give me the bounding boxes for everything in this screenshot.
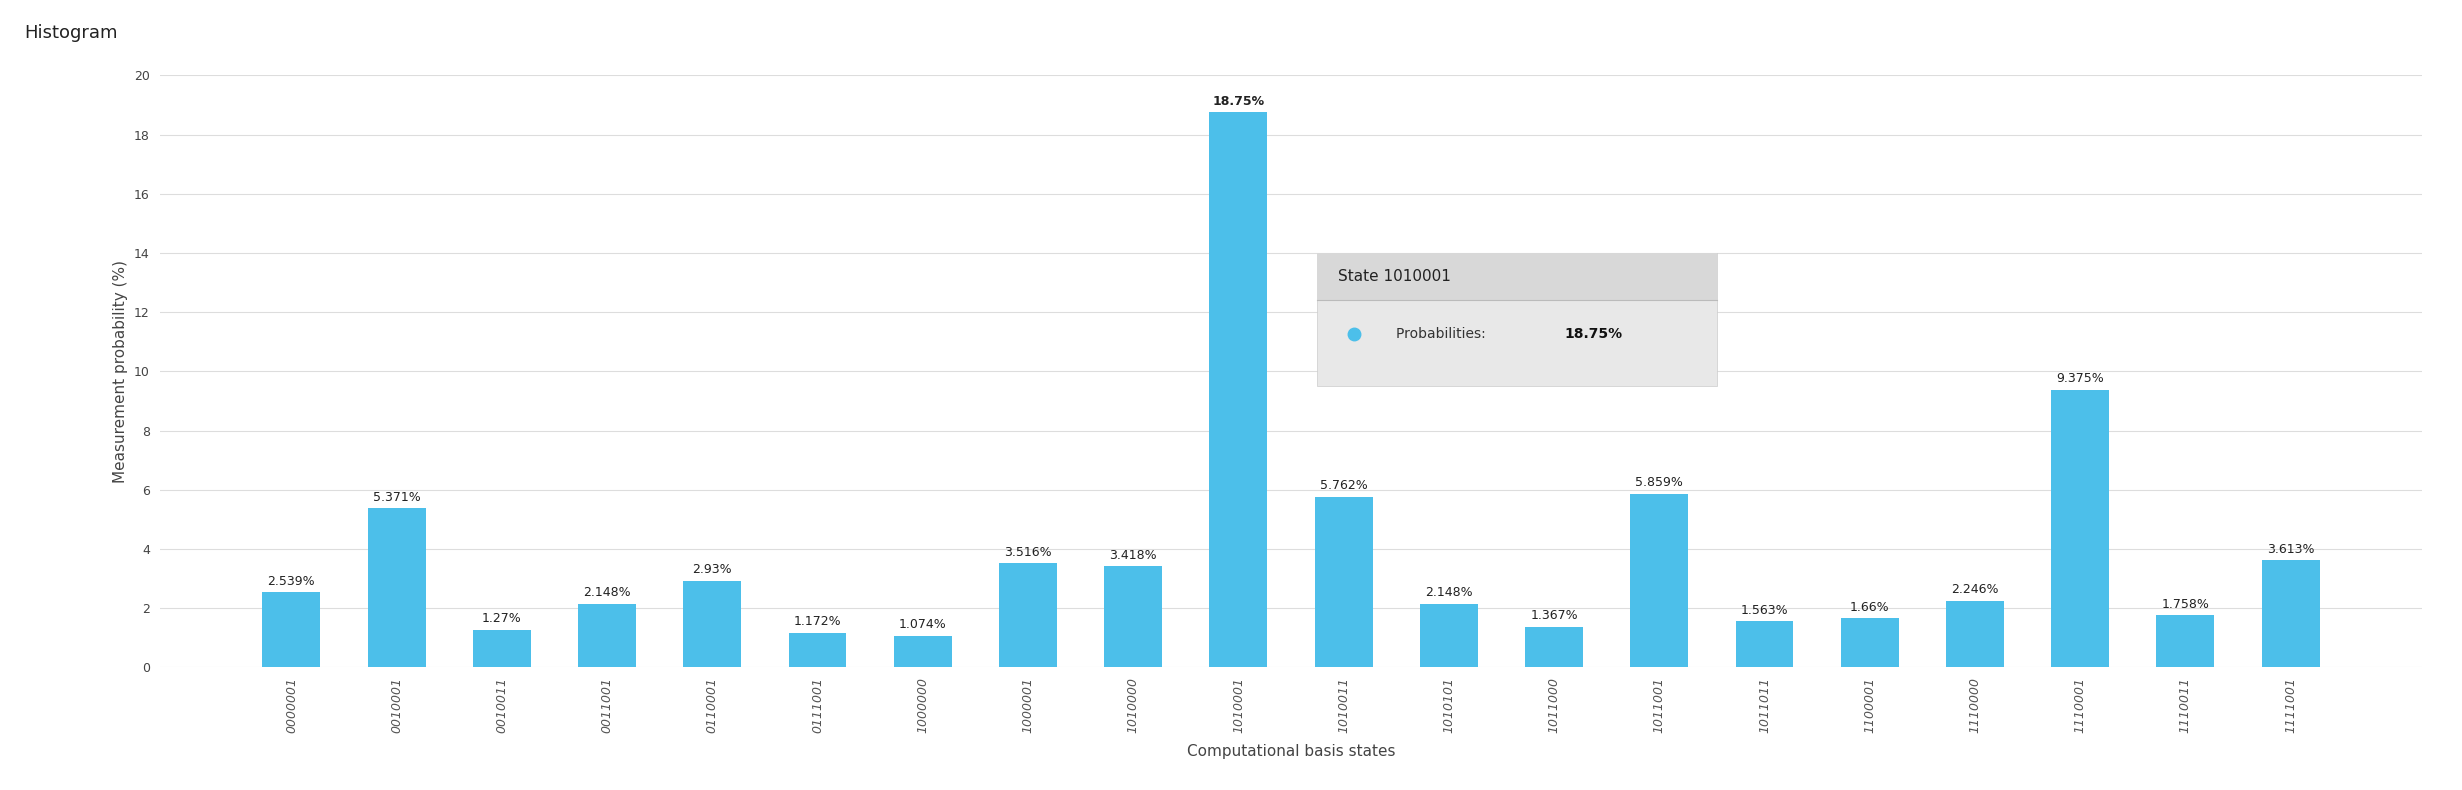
Bar: [1209, 112, 1268, 668]
Text: 1.563%: 1.563%: [1741, 604, 1787, 617]
Text: 2.93%: 2.93%: [692, 563, 731, 576]
Text: 5.371%: 5.371%: [372, 491, 421, 504]
Bar: [2051, 389, 2110, 668]
Bar: [894, 636, 953, 668]
Bar: [684, 581, 741, 668]
Text: 3.516%: 3.516%: [1004, 546, 1051, 559]
X-axis label: Computational basis states: Computational basis states: [1187, 744, 1396, 759]
Bar: [2263, 560, 2319, 668]
Text: 1.367%: 1.367%: [1531, 609, 1578, 623]
Text: 1.172%: 1.172%: [793, 615, 842, 628]
Bar: [1421, 604, 1477, 668]
Bar: [263, 592, 320, 668]
Text: 2.148%: 2.148%: [1425, 586, 1472, 600]
Bar: [1105, 566, 1162, 668]
Text: 3.613%: 3.613%: [2268, 543, 2314, 556]
Bar: [1630, 494, 1689, 668]
Bar: [1000, 563, 1056, 668]
Text: 1.074%: 1.074%: [899, 618, 945, 631]
Text: 1.27%: 1.27%: [483, 612, 522, 626]
Text: Probabilities:: Probabilities:: [1396, 327, 1490, 341]
Text: 9.375%: 9.375%: [2056, 372, 2105, 386]
FancyBboxPatch shape: [1317, 253, 1716, 386]
Y-axis label: Measurement probability (%): Measurement probability (%): [113, 260, 128, 483]
Text: State 1010001: State 1010001: [1339, 269, 1450, 284]
Bar: [2157, 615, 2213, 668]
Text: 1.758%: 1.758%: [2162, 598, 2208, 611]
Text: Histogram: Histogram: [25, 24, 118, 42]
Text: 2.148%: 2.148%: [583, 586, 630, 600]
Text: 5.762%: 5.762%: [1320, 480, 1366, 492]
FancyBboxPatch shape: [1317, 253, 1716, 300]
Bar: [788, 633, 847, 668]
Bar: [367, 509, 426, 668]
Text: 18.75%: 18.75%: [1563, 327, 1622, 341]
Bar: [1945, 601, 2004, 668]
Text: 2.246%: 2.246%: [1952, 584, 1999, 596]
Bar: [1315, 497, 1371, 668]
Bar: [579, 604, 635, 668]
Bar: [1842, 619, 1898, 668]
Text: 18.75%: 18.75%: [1211, 95, 1265, 108]
Bar: [473, 630, 532, 668]
Text: 3.418%: 3.418%: [1110, 549, 1157, 562]
Bar: [1524, 627, 1583, 668]
Text: 2.539%: 2.539%: [268, 575, 315, 588]
Text: 5.859%: 5.859%: [1635, 476, 1684, 490]
Bar: [1736, 621, 1792, 668]
Text: 1.66%: 1.66%: [1849, 600, 1888, 614]
